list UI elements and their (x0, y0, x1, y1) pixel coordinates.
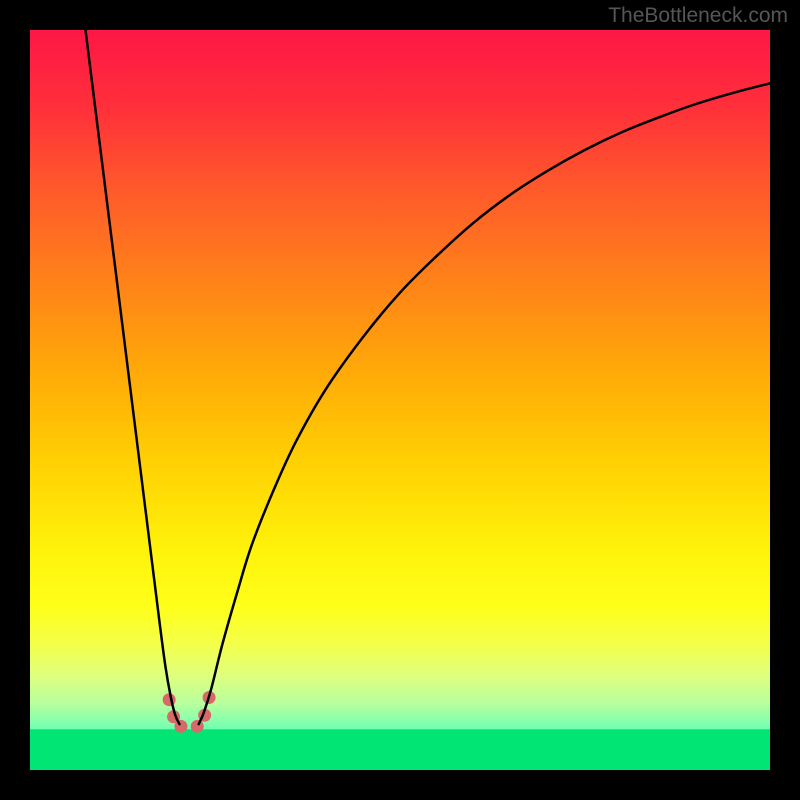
watermark-text: TheBottleneck.com (608, 4, 788, 28)
base-fill (30, 729, 770, 770)
curve-layer (30, 30, 770, 770)
plot-area (30, 30, 770, 770)
curve-left-branch (86, 30, 180, 724)
curve-right-branch (199, 83, 770, 724)
chart-frame: TheBottleneck.com (0, 0, 800, 800)
